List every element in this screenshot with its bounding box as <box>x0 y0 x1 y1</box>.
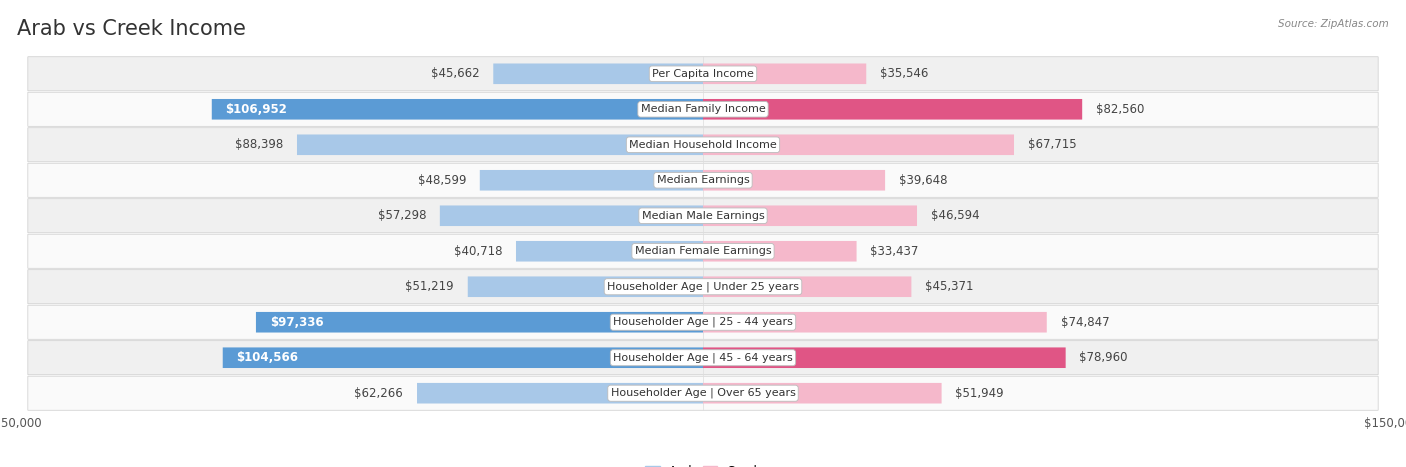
FancyBboxPatch shape <box>703 383 942 403</box>
Text: $45,662: $45,662 <box>430 67 479 80</box>
Text: Householder Age | 45 - 64 years: Householder Age | 45 - 64 years <box>613 353 793 363</box>
Text: Median Household Income: Median Household Income <box>628 140 778 150</box>
FancyBboxPatch shape <box>28 92 1378 126</box>
FancyBboxPatch shape <box>28 305 1378 339</box>
FancyBboxPatch shape <box>703 170 886 191</box>
FancyBboxPatch shape <box>28 57 1378 91</box>
Text: Householder Age | Under 25 years: Householder Age | Under 25 years <box>607 282 799 292</box>
FancyBboxPatch shape <box>212 99 703 120</box>
Text: $40,718: $40,718 <box>454 245 502 258</box>
Text: $33,437: $33,437 <box>870 245 918 258</box>
Text: $67,715: $67,715 <box>1028 138 1077 151</box>
Text: $104,566: $104,566 <box>236 351 298 364</box>
Text: $45,371: $45,371 <box>925 280 974 293</box>
Text: $88,398: $88,398 <box>235 138 283 151</box>
FancyBboxPatch shape <box>703 205 917 226</box>
FancyBboxPatch shape <box>703 276 911 297</box>
FancyBboxPatch shape <box>28 341 1378 375</box>
FancyBboxPatch shape <box>703 347 1066 368</box>
Text: $46,594: $46,594 <box>931 209 980 222</box>
FancyBboxPatch shape <box>479 170 703 191</box>
Text: Median Female Earnings: Median Female Earnings <box>634 246 772 256</box>
FancyBboxPatch shape <box>703 64 866 84</box>
Text: Per Capita Income: Per Capita Income <box>652 69 754 79</box>
FancyBboxPatch shape <box>703 241 856 262</box>
Text: $82,560: $82,560 <box>1095 103 1144 116</box>
Text: Median Earnings: Median Earnings <box>657 175 749 185</box>
Text: Source: ZipAtlas.com: Source: ZipAtlas.com <box>1278 19 1389 28</box>
Text: Median Family Income: Median Family Income <box>641 104 765 114</box>
Text: $62,266: $62,266 <box>354 387 404 400</box>
Text: $51,949: $51,949 <box>956 387 1004 400</box>
Text: $106,952: $106,952 <box>225 103 287 116</box>
FancyBboxPatch shape <box>222 347 703 368</box>
FancyBboxPatch shape <box>28 270 1378 304</box>
FancyBboxPatch shape <box>468 276 703 297</box>
FancyBboxPatch shape <box>297 134 703 155</box>
Text: $51,219: $51,219 <box>405 280 454 293</box>
FancyBboxPatch shape <box>28 128 1378 162</box>
FancyBboxPatch shape <box>256 312 703 333</box>
Text: Householder Age | Over 65 years: Householder Age | Over 65 years <box>610 388 796 398</box>
FancyBboxPatch shape <box>703 312 1047 333</box>
Text: Median Male Earnings: Median Male Earnings <box>641 211 765 221</box>
FancyBboxPatch shape <box>440 205 703 226</box>
FancyBboxPatch shape <box>703 134 1014 155</box>
FancyBboxPatch shape <box>28 199 1378 233</box>
Text: Householder Age | 25 - 44 years: Householder Age | 25 - 44 years <box>613 317 793 327</box>
FancyBboxPatch shape <box>418 383 703 403</box>
FancyBboxPatch shape <box>28 234 1378 268</box>
Text: $74,847: $74,847 <box>1060 316 1109 329</box>
Text: $97,336: $97,336 <box>270 316 323 329</box>
FancyBboxPatch shape <box>28 376 1378 410</box>
FancyBboxPatch shape <box>494 64 703 84</box>
FancyBboxPatch shape <box>28 163 1378 197</box>
Text: $57,298: $57,298 <box>378 209 426 222</box>
Text: $48,599: $48,599 <box>418 174 465 187</box>
Text: $39,648: $39,648 <box>898 174 948 187</box>
Legend: Arab, Creek: Arab, Creek <box>641 460 765 467</box>
FancyBboxPatch shape <box>703 99 1083 120</box>
Text: $35,546: $35,546 <box>880 67 928 80</box>
Text: $78,960: $78,960 <box>1080 351 1128 364</box>
FancyBboxPatch shape <box>516 241 703 262</box>
Text: Arab vs Creek Income: Arab vs Creek Income <box>17 19 246 39</box>
